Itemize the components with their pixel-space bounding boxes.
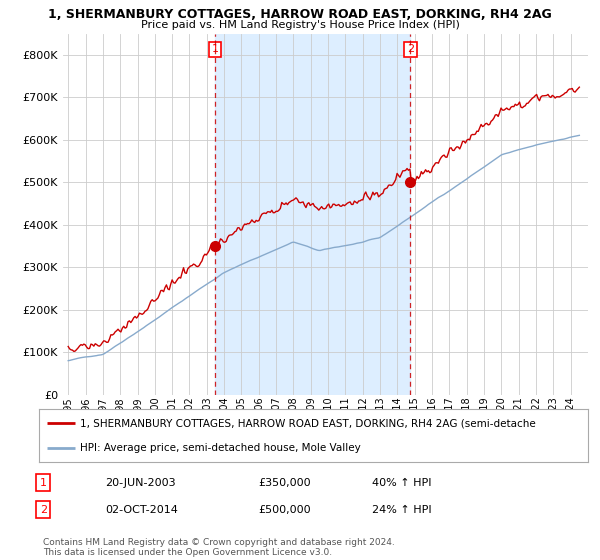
- Text: £500,000: £500,000: [258, 505, 311, 515]
- Text: 24% ↑ HPI: 24% ↑ HPI: [372, 505, 431, 515]
- Text: 2: 2: [407, 44, 414, 54]
- Text: 40% ↑ HPI: 40% ↑ HPI: [372, 478, 431, 488]
- Text: HPI: Average price, semi-detached house, Mole Valley: HPI: Average price, semi-detached house,…: [80, 442, 361, 452]
- Text: 1: 1: [40, 478, 47, 488]
- Text: 1, SHERMANBURY COTTAGES, HARROW ROAD EAST, DORKING, RH4 2AG: 1, SHERMANBURY COTTAGES, HARROW ROAD EAS…: [48, 8, 552, 21]
- Text: Price paid vs. HM Land Registry's House Price Index (HPI): Price paid vs. HM Land Registry's House …: [140, 20, 460, 30]
- Text: 1, SHERMANBURY COTTAGES, HARROW ROAD EAST, DORKING, RH4 2AG (semi-detache: 1, SHERMANBURY COTTAGES, HARROW ROAD EAS…: [80, 418, 536, 428]
- Text: 2: 2: [40, 505, 47, 515]
- Bar: [215, 34, 410, 395]
- Text: 02-OCT-2014: 02-OCT-2014: [105, 505, 178, 515]
- Text: 1: 1: [211, 44, 218, 54]
- Text: 20-JUN-2003: 20-JUN-2003: [105, 478, 176, 488]
- Text: £350,000: £350,000: [258, 478, 311, 488]
- Text: Contains HM Land Registry data © Crown copyright and database right 2024.
This d: Contains HM Land Registry data © Crown c…: [43, 538, 395, 557]
